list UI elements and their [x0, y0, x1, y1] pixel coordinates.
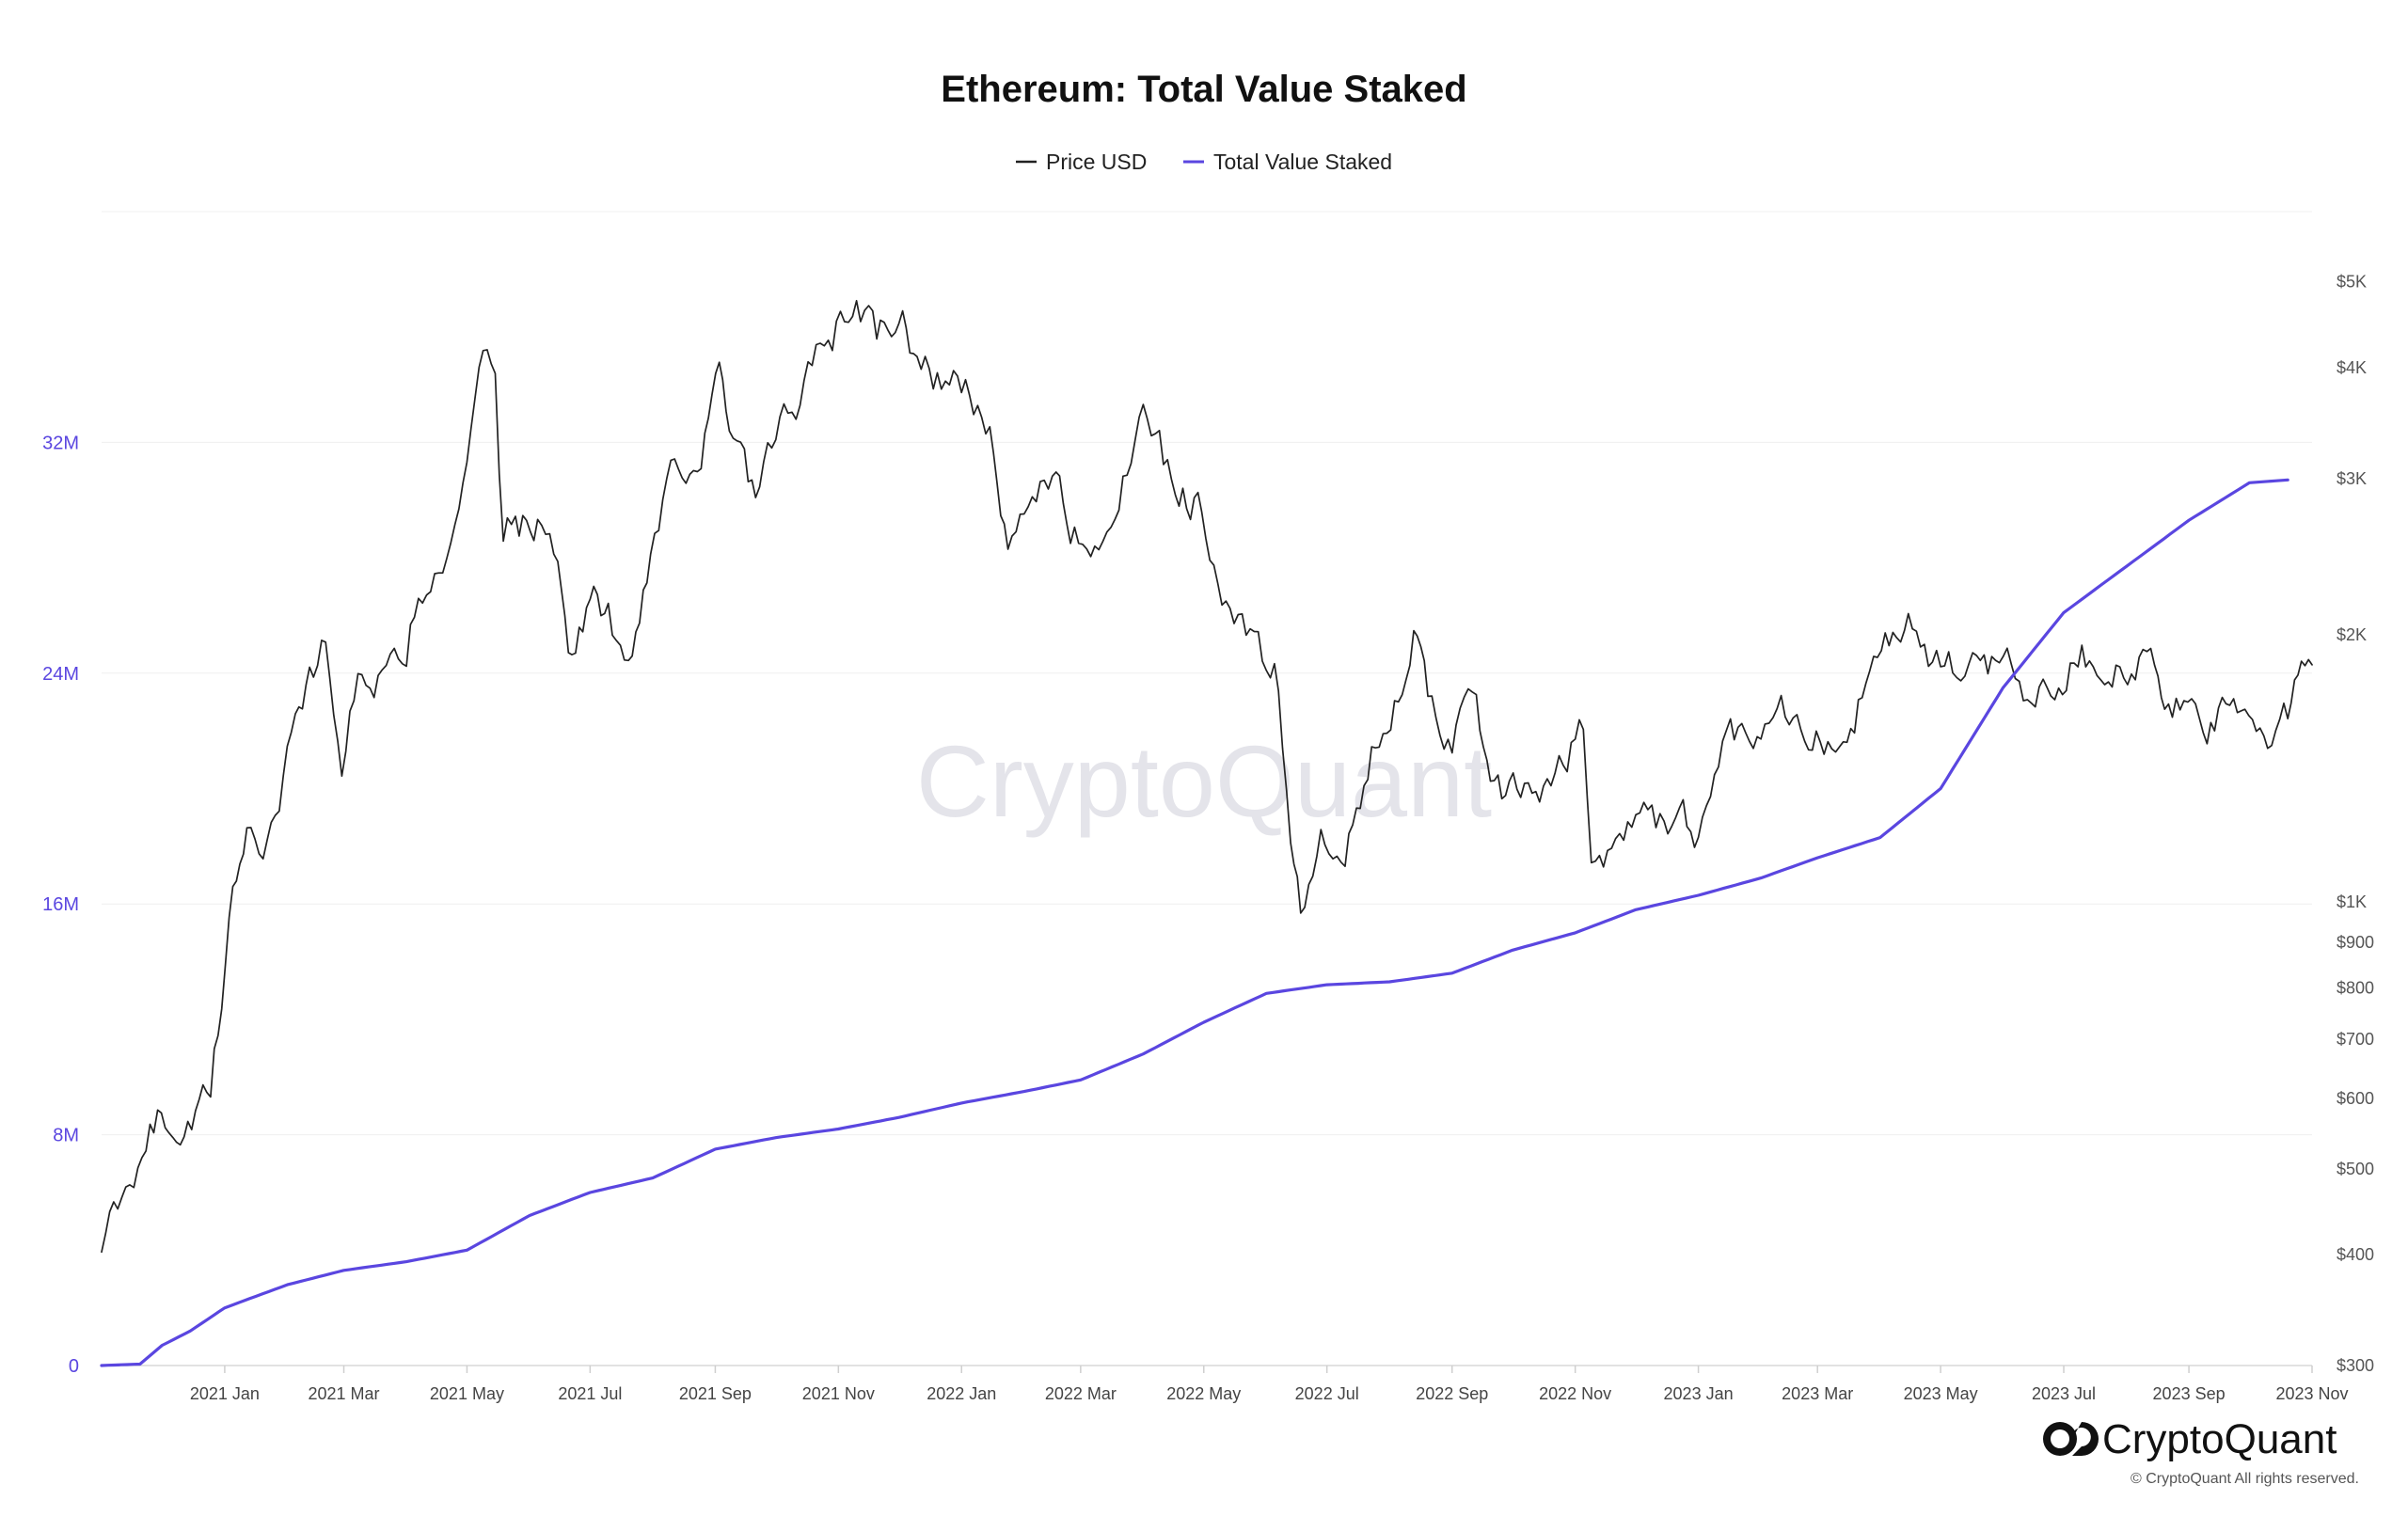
right-tick-label: $700	[2337, 1030, 2374, 1049]
series-line-total-value-staked	[100, 478, 2289, 1367]
series-line-price-usd	[101, 299, 2313, 1254]
right-tick-label: $3K	[2337, 469, 2367, 488]
x-tick-label: 2023 Nov	[2275, 1384, 2348, 1403]
right-tick-label: $900	[2337, 933, 2374, 952]
x-tick-label: 2023 Jul	[2032, 1384, 2096, 1403]
right-tick-label: $600	[2337, 1089, 2374, 1108]
x-tick-label: 2022 Mar	[1045, 1384, 1117, 1403]
copyright-text: © CryptoQuant All rights reserved.	[2131, 1471, 2359, 1487]
x-tick-label: 2022 Sep	[1416, 1384, 1488, 1403]
x-tick-label: 2021 May	[430, 1384, 504, 1403]
left-tick-label: 16M	[42, 894, 79, 915]
x-tick-label: 2021 Jul	[558, 1384, 622, 1403]
legend: Price USD Total Value Staked	[1016, 150, 1392, 174]
left-tick-label: 32M	[42, 433, 79, 453]
right-tick-label: $2K	[2337, 625, 2367, 644]
brand-logo: CryptoQuant © CryptoQuant All rights res…	[2043, 1416, 2359, 1487]
watermark: CryptoQuant	[916, 724, 1492, 838]
right-tick-label: $5K	[2337, 273, 2367, 292]
x-tick-label: 2023 Mar	[1782, 1384, 1853, 1403]
legend-label-total-value-staked: Total Value Staked	[1213, 150, 1392, 174]
x-tick-label: 2021 Sep	[679, 1384, 752, 1403]
right-tick-label: $1K	[2337, 892, 2367, 911]
x-tick-label: 2022 Nov	[1539, 1384, 1611, 1403]
left-tick-label: 0	[69, 1356, 79, 1377]
left-tick-label: 24M	[42, 664, 79, 685]
x-axis: 2021 Jan 2021 Mar 2021 May 2021 Jul 2021 Sep…	[190, 1366, 2349, 1403]
chart-title: Ethereum: Total Value Staked	[941, 69, 1466, 110]
x-tick-label: 2023 Jan	[1664, 1384, 1734, 1403]
legend-label-price-usd: Price USD	[1046, 150, 1147, 174]
right-tick-label: $400	[2337, 1245, 2374, 1264]
x-tick-label: 2023 Sep	[2153, 1384, 2226, 1403]
cryptoquant-logo-icon	[2043, 1422, 2099, 1456]
x-tick-label: 2022 Jan	[927, 1384, 996, 1403]
x-tick-label: 2021 Mar	[309, 1384, 380, 1403]
x-tick-label: 2023 May	[1904, 1384, 1978, 1403]
brand-name: CryptoQuant	[2102, 1416, 2337, 1462]
left-tick-label: 8M	[53, 1126, 79, 1146]
right-axis: $300 $400 $500 $600 $700 $800 $900 $1K $2K $3K $4K…	[2337, 273, 2374, 1375]
right-tick-label: $500	[2337, 1160, 2374, 1178]
x-tick-label: 2021 Nov	[802, 1384, 875, 1403]
right-tick-label: $800	[2337, 978, 2374, 997]
series-layer	[100, 299, 2313, 1367]
right-tick-label: $300	[2337, 1356, 2374, 1375]
right-tick-label: $4K	[2337, 358, 2367, 377]
x-tick-label: 2022 Jul	[1295, 1384, 1359, 1403]
left-axis: 0 8M 16M 24M 32M	[42, 433, 79, 1377]
x-tick-label: 2022 May	[1166, 1384, 1241, 1403]
x-tick-label: 2021 Jan	[190, 1384, 260, 1403]
